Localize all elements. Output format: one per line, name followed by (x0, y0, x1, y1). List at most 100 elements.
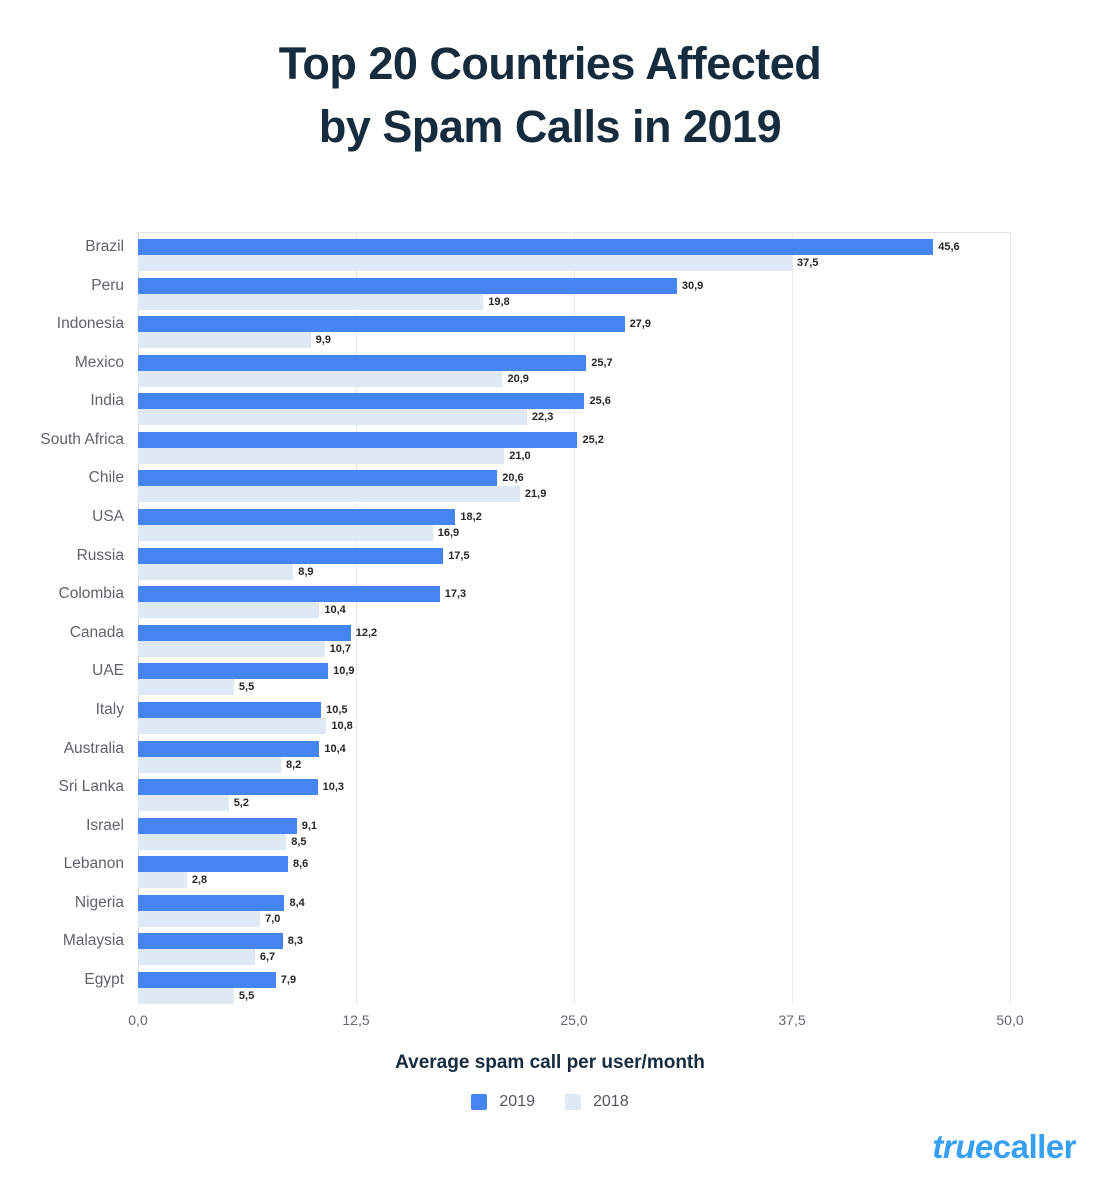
category-label-canada: Canada (69, 623, 124, 641)
chart-title-line2: by Spam Calls in 2019 (318, 101, 782, 152)
bar-value-2018-south-africa: 21,0 (509, 449, 531, 462)
bar-value-2018-israel: 8,5 (291, 835, 307, 848)
x-tick-label-3: 37,5 (778, 1012, 806, 1028)
category-label-brazil: Brazil (85, 238, 124, 255)
bar-value-2019-colombia: 17,3 (444, 588, 467, 601)
bar-value-2019-lebanon: 8,6 (292, 858, 309, 871)
category-label-sri-lanka: Sri Lanka (58, 778, 124, 796)
bar-value-2018-brazil: 37,5 (797, 257, 819, 269)
bar-2018-mexico (138, 370, 503, 387)
bar-2018-uae (138, 679, 234, 696)
truecaller-logo: truecaller (932, 1128, 1076, 1166)
bar-2018-australia (138, 756, 281, 773)
chart-title-line1: Top 20 Countries Affected (278, 38, 822, 89)
bar-value-2019-sri-lanka: 10,3 (322, 781, 345, 794)
bar-2018-malaysia (138, 949, 255, 966)
bar-value-2018-usa: 16,9 (437, 527, 460, 540)
bar-2018-lebanon (138, 872, 187, 889)
legend-item-2019: 2019 (471, 1093, 535, 1111)
bar-2018-south-africa (138, 447, 505, 464)
bar-2018-sri-lanka (138, 795, 229, 812)
category-label-australia: Australia (63, 739, 124, 757)
legend-swatch-2019 (471, 1094, 488, 1110)
bar-value-2019-peru: 30,9 (681, 279, 704, 292)
category-label-chile: Chile (88, 469, 124, 487)
bar-2018-nigeria (138, 910, 261, 927)
bar-value-2018-australia: 8,2 (286, 758, 302, 771)
bar-value-2019-nigeria: 8,4 (289, 896, 305, 909)
bar-2019-colombia (138, 586, 440, 603)
x-tick-label-0: 0,0 (128, 1012, 148, 1028)
bar-2019-israel (138, 817, 297, 834)
chart-legend: 2019 2018 (0, 1093, 1100, 1111)
category-label-mexico: Mexico (74, 353, 124, 371)
bar-2018-usa (138, 525, 433, 542)
bar-2019-canada (138, 624, 351, 641)
bar-2018-india (138, 409, 527, 426)
bar-value-2018-malaysia: 6,7 (259, 951, 276, 964)
truecaller-logo-true: true (932, 1128, 993, 1165)
bar-value-2019-russia: 17,5 (448, 549, 470, 562)
category-label-israel: Israel (86, 816, 124, 834)
bar-value-2019-usa: 18,2 (460, 511, 482, 524)
bar-value-2018-indonesia: 9,9 (315, 334, 331, 347)
category-label-uae: UAE (92, 662, 124, 680)
bar-2019-india (138, 393, 585, 410)
x-tick-label-4: 50,0 (996, 1012, 1024, 1028)
bar-value-2019-israel: 9,1 (301, 819, 317, 832)
bar-2019-nigeria (138, 894, 285, 911)
bar-2019-south-africa (138, 431, 578, 448)
gridline-x-37.5 (792, 232, 793, 1004)
bar-value-2018-india: 22,3 (531, 411, 554, 424)
bar-chart-plot-area: 0,0 12,5 25,0 37,5 50,0 Brazil 45,6 37,5 Peru 30,… (40, 232, 1024, 1028)
bar-2019-usa (138, 509, 456, 526)
category-label-usa: USA (92, 508, 124, 526)
bar-2018-italy (138, 717, 327, 734)
category-label-india: India (90, 392, 124, 410)
bar-value-2019-uae: 10,9 (333, 665, 355, 678)
chart-title: Top 20 Countries Affected by Spam Calls i… (0, 32, 1100, 158)
bar-2019-brazil (138, 239, 934, 255)
bar-value-2018-italy: 10,8 (331, 719, 353, 732)
bar-value-2018-peru: 19,8 (488, 295, 510, 308)
bar-2019-mexico (138, 354, 587, 371)
legend-item-2018: 2018 (565, 1093, 629, 1111)
bar-2019-chile (138, 470, 498, 487)
bar-value-2019-australia: 10,4 (324, 742, 346, 755)
bar-value-2019-brazil: 45,6 (938, 241, 960, 253)
bar-value-2018-mexico: 20,9 (507, 372, 529, 385)
bar-value-2018-russia: 8,9 (298, 565, 314, 578)
category-label-italy: Italy (95, 700, 124, 718)
category-label-peru: Peru (91, 276, 124, 294)
category-label-indonesia: Indonesia (56, 315, 124, 333)
gridline-x-12.5 (356, 232, 357, 1004)
bar-value-2019-canada: 12,2 (355, 626, 378, 639)
bar-value-2018-chile: 21,9 (524, 488, 547, 501)
x-axis-label: Average spam call per user/month (395, 1052, 705, 1073)
bar-2019-peru (138, 277, 677, 294)
bar-value-2019-mexico: 25,7 (591, 356, 613, 369)
bar-2018-brazil (138, 255, 792, 271)
bar-2018-russia (138, 563, 294, 580)
bar-2019-lebanon (138, 856, 288, 873)
bar-2018-chile (138, 486, 520, 503)
bar-value-2019-malaysia: 8,3 (287, 935, 304, 948)
bar-2018-colombia (138, 602, 320, 619)
legend-swatch-2018 (565, 1094, 581, 1110)
gridline-x-50 (1010, 232, 1011, 1004)
bar-2019-australia (138, 740, 320, 757)
bar-2019-indonesia (138, 316, 625, 333)
bar-value-2018-egypt: 5,5 (238, 990, 255, 1003)
category-label-malaysia: Malaysia (62, 932, 124, 950)
bar-value-2019-indonesia: 27,9 (629, 318, 651, 331)
bar-value-2019-india: 25,6 (589, 395, 611, 408)
gridline-x-25 (574, 232, 575, 1004)
bar-2018-israel (138, 833, 287, 850)
bar-2019-russia (138, 547, 444, 564)
legend-label-2019: 2019 (499, 1093, 535, 1110)
bar-value-2019-egypt: 7,9 (280, 974, 297, 987)
category-label-egypt: Egypt (84, 971, 124, 989)
bar-2018-indonesia (138, 332, 311, 349)
bar-2018-canada (138, 640, 325, 657)
bar-value-2018-lebanon: 2,8 (191, 874, 208, 887)
